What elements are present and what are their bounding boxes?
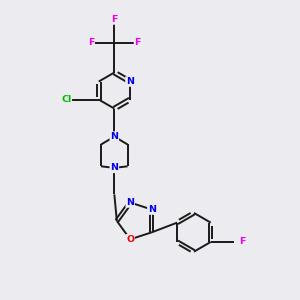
Text: F: F	[111, 15, 118, 24]
Text: N: N	[110, 132, 118, 141]
Text: Cl: Cl	[61, 95, 71, 104]
Text: N: N	[110, 164, 118, 172]
Text: N: N	[148, 205, 156, 214]
Text: O: O	[126, 235, 134, 244]
Text: N: N	[126, 77, 134, 86]
Text: F: F	[239, 238, 246, 247]
Text: N: N	[126, 198, 134, 207]
Text: F: F	[88, 38, 94, 47]
Text: F: F	[134, 38, 141, 47]
